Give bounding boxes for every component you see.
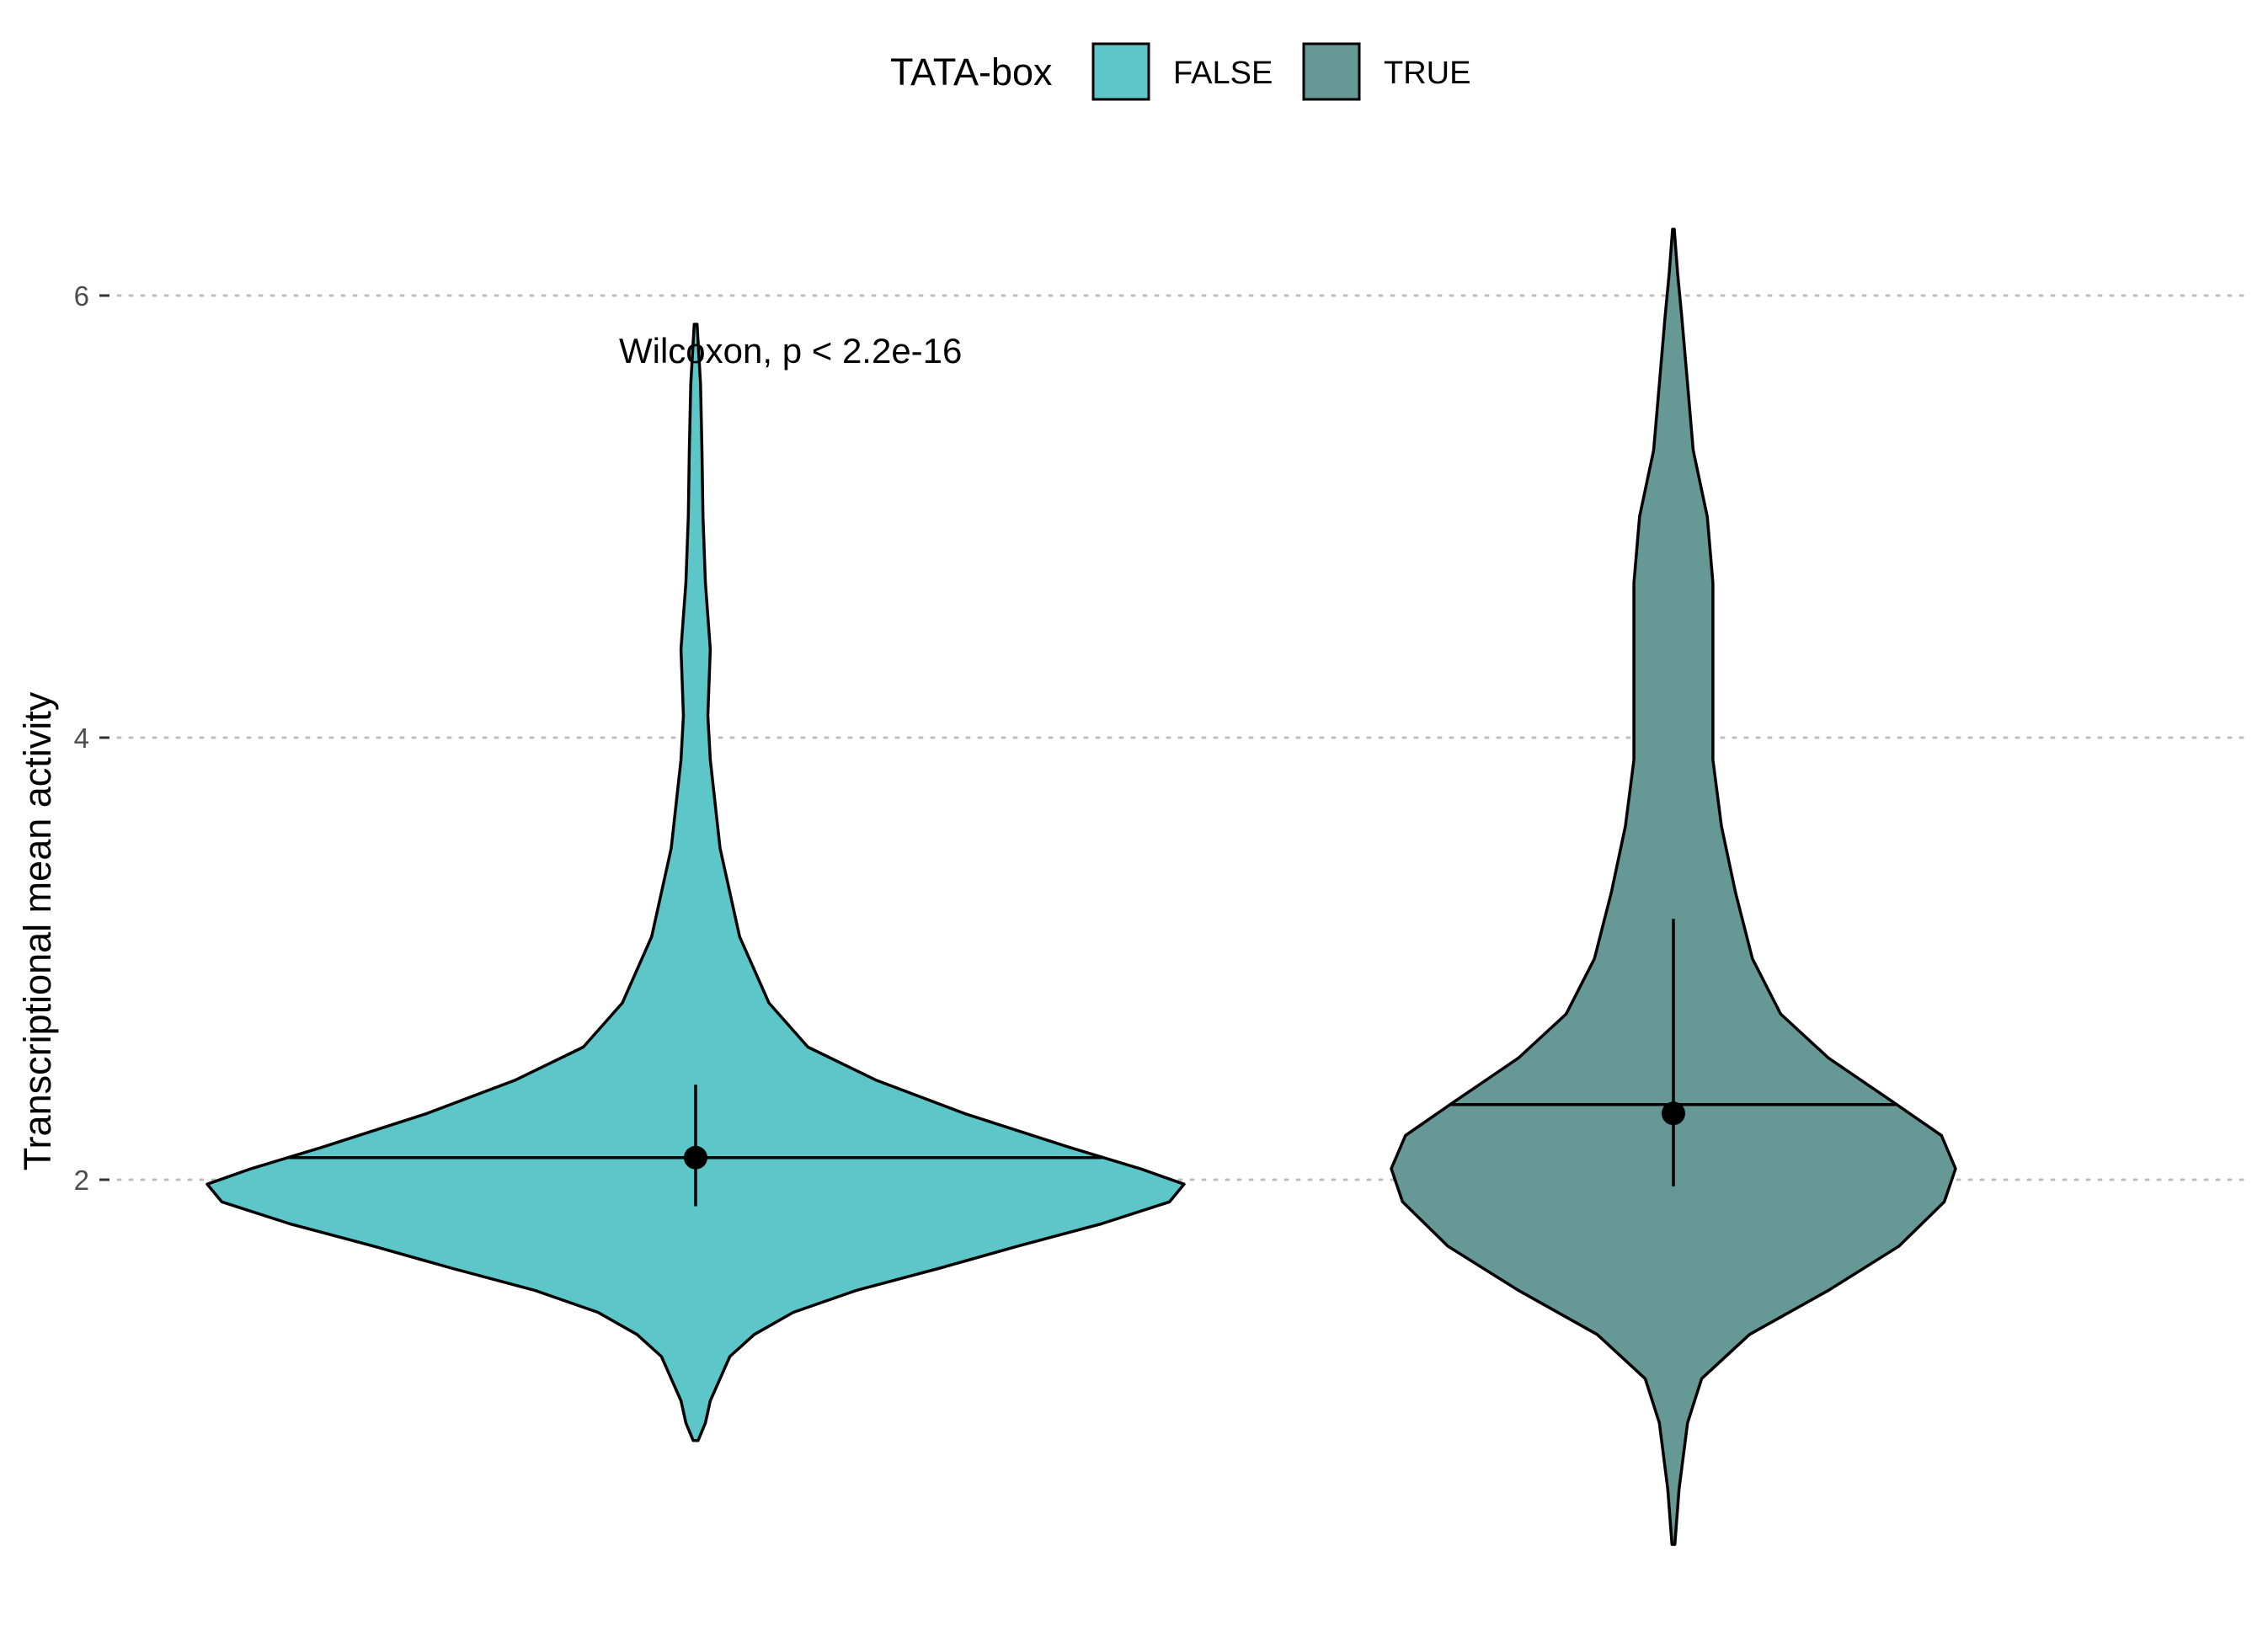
violin-group-false [205, 323, 1186, 1442]
wilcoxon-annotation: Wilcoxon, p < 2.2e-16 [619, 331, 962, 371]
legend-label-false: FALSE [1173, 56, 1273, 91]
mean-point-false [684, 1145, 707, 1170]
violins [205, 227, 1957, 1546]
legend: TATA-box FALSE TRUE [890, 42, 1470, 101]
mean-point-true [1662, 1101, 1685, 1126]
y-tick-label-4: 4 [74, 722, 89, 754]
legend-label-true: TRUE [1384, 56, 1470, 91]
legend-swatch-false [1091, 42, 1150, 101]
violin-true [1390, 227, 1957, 1546]
y-tick-label-2: 2 [74, 1165, 89, 1196]
legend-swatch-true [1302, 42, 1361, 101]
violin-false [205, 323, 1186, 1442]
grid-lines [116, 294, 2250, 1181]
y-axis-title: Transcriptional mean activity [16, 691, 59, 1170]
violin-group-true [1390, 227, 1957, 1546]
legend-title: TATA-box [890, 51, 1053, 93]
y-axis-ticks: 2 4 6 [74, 280, 109, 1196]
y-tick-label-6: 6 [74, 280, 89, 312]
